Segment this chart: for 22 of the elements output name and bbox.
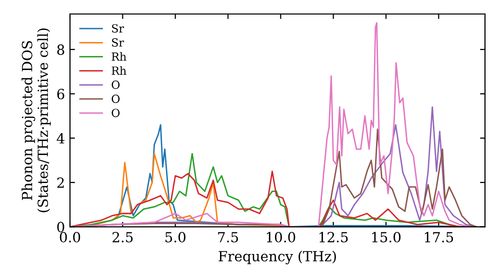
legend-label: Rh xyxy=(112,66,126,75)
legend-label: O xyxy=(112,94,120,104)
x-tick-label: 12.5 xyxy=(320,232,348,242)
x-tick-label: 7.5 xyxy=(218,232,238,242)
x-tick-label: 5.0 xyxy=(165,232,186,242)
x-tick-label: 0.0 xyxy=(60,232,80,242)
x-tick-label: 15.0 xyxy=(372,232,401,242)
y-axis-title: Phonon projected DOS (States/THz·primitive cell) xyxy=(22,28,51,212)
y-tick-label: 4 xyxy=(56,133,64,144)
x-tick-label: 2.5 xyxy=(112,232,133,242)
legend-label: Rh xyxy=(112,52,126,61)
x-axis-title: Frequency (THz) xyxy=(218,250,336,264)
y-tick-label: 0 xyxy=(57,222,64,232)
legend-label: O xyxy=(112,108,120,118)
x-tick-label: 10.0 xyxy=(266,232,296,242)
y-tick-label: 2 xyxy=(57,177,64,188)
x-tick-label: 17.5 xyxy=(424,232,454,242)
legend-label: Sr xyxy=(112,38,124,47)
y-tick-label: 6 xyxy=(57,88,64,100)
legend-label: Sr xyxy=(112,24,124,33)
y-tick-label: 8 xyxy=(57,44,64,55)
legend-label: O xyxy=(112,80,120,89)
